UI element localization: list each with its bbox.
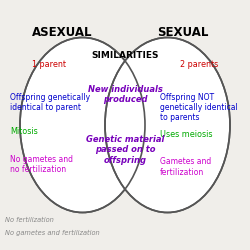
Text: ASEXUAL: ASEXUAL xyxy=(32,26,93,39)
Text: New individuals
produced: New individuals produced xyxy=(88,85,162,104)
Text: 1 parent: 1 parent xyxy=(32,60,66,69)
Ellipse shape xyxy=(105,38,230,212)
Text: Genetic material
passed on to
offspring: Genetic material passed on to offspring xyxy=(86,135,164,165)
Text: Uses meiosis: Uses meiosis xyxy=(160,130,212,139)
Text: 2 parents: 2 parents xyxy=(180,60,218,69)
Text: No fertilization: No fertilization xyxy=(5,218,54,224)
Text: SEXUAL: SEXUAL xyxy=(157,26,208,39)
Text: Offspring NOT
genetically identical
to parents: Offspring NOT genetically identical to p… xyxy=(160,92,238,122)
Text: No gametes and fertilization: No gametes and fertilization xyxy=(5,230,100,236)
Text: No gametes and
no fertilization: No gametes and no fertilization xyxy=(10,155,73,174)
Text: Gametes and
fertilization: Gametes and fertilization xyxy=(160,158,211,177)
Text: Mitosis: Mitosis xyxy=(10,128,38,136)
Text: SIMILARITIES: SIMILARITIES xyxy=(91,50,159,59)
Ellipse shape xyxy=(20,38,145,212)
Text: Offspring genetically
identical to parent: Offspring genetically identical to paren… xyxy=(10,92,90,112)
